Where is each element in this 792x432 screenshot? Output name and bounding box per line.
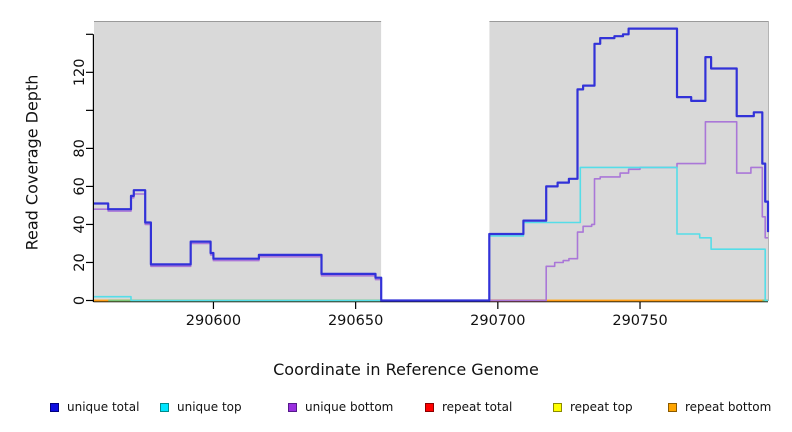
series-line-unique-total <box>94 27 770 302</box>
x-tick-label: 290700 <box>470 313 525 329</box>
series-line-unique-bottom <box>94 121 768 302</box>
y-tick-label: 80 <box>72 139 88 157</box>
x-tick-label: 290750 <box>612 313 667 329</box>
y-tick-label: 60 <box>72 177 88 195</box>
x-axis-title-text: Coordinate in Reference Genome <box>273 360 539 379</box>
y-axis-title-text: Read Coverage Depth <box>22 74 42 251</box>
coverage-gap-band <box>381 14 490 301</box>
plot-background-0 <box>94 21 382 301</box>
x-axis-title: Coordinate in Reference Genome <box>0 360 792 379</box>
y-tick-label: 0 <box>72 296 88 305</box>
y-tick-label: 40 <box>72 215 88 233</box>
x-tick-label: 290600 <box>186 313 241 329</box>
x-tick-label: 290650 <box>328 313 383 329</box>
y-axis-title: Read Coverage Depth <box>23 73 42 253</box>
plot-background-1 <box>489 21 768 301</box>
y-tick-label: 120 <box>72 58 88 86</box>
y-tick-label: 20 <box>72 253 88 271</box>
